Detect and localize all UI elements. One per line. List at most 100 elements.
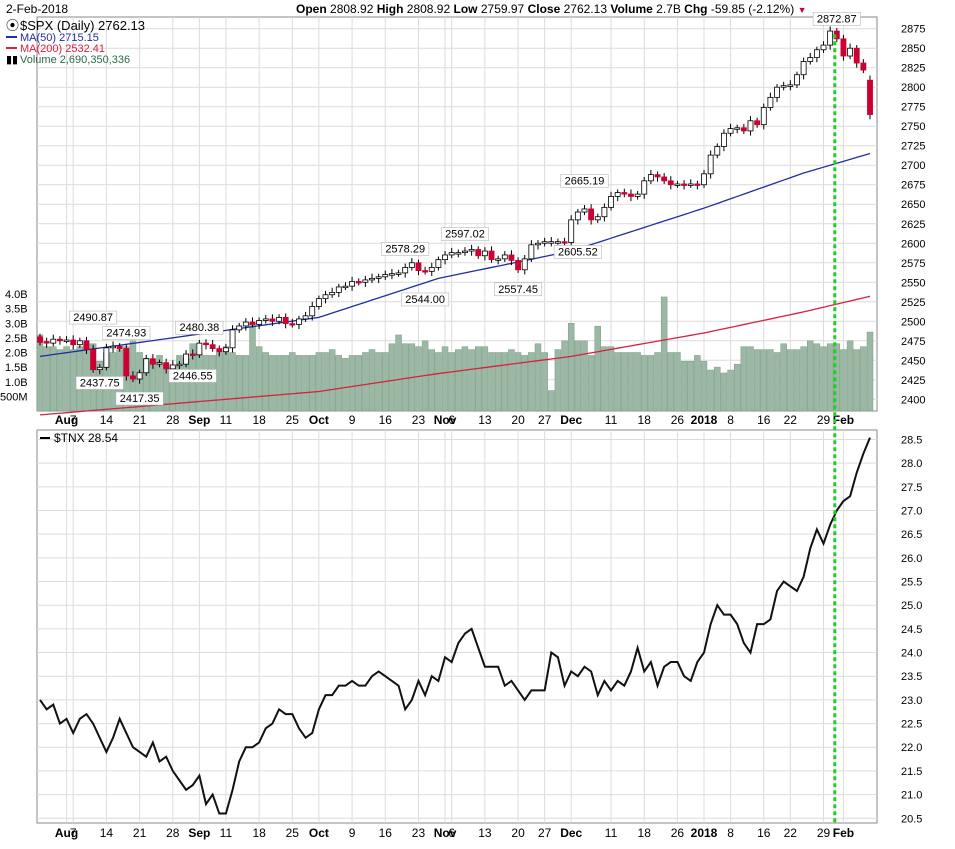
price-annotation: 2490.87 [73, 312, 113, 324]
candle-body [488, 250, 495, 261]
tnx-x-tick: Feb [833, 826, 854, 840]
price-annotation: 2578.29 [385, 243, 425, 255]
candle-body [614, 192, 621, 197]
tnx-tick: 22.5 [901, 719, 922, 731]
candle-body [289, 323, 296, 326]
spx-price-tick: 2525 [901, 297, 925, 309]
candle-body [455, 252, 462, 255]
tnx-x-tick: 11 [605, 826, 618, 840]
spx-x-tick: 9 [349, 413, 356, 427]
candle-body [628, 193, 634, 197]
candle-body [574, 211, 581, 221]
spx-x-tick: 18 [252, 413, 266, 427]
candle-body [694, 183, 701, 186]
open-value: 2808.92 [330, 2, 374, 16]
volume-bar [63, 346, 70, 412]
close-label: Close [527, 2, 561, 16]
volume-bar [441, 346, 449, 412]
spx-x-tick: Nov [434, 413, 457, 427]
high-label: High [376, 2, 404, 16]
price-annotation-box [553, 245, 602, 259]
tnx-x-tick: 18 [638, 826, 652, 840]
candle-body [568, 219, 575, 243]
tnx-x-tick: 18 [252, 826, 266, 840]
volume-bar [428, 349, 435, 412]
price-annotation-box [441, 227, 489, 241]
candle-body [475, 249, 482, 257]
spx-x-tick: 16 [757, 413, 771, 427]
spx-x-tick: 7 [70, 413, 77, 427]
volume-bar [594, 325, 601, 412]
volume-tick: 500M [0, 391, 28, 403]
spx-x-tick: 26 [671, 413, 685, 427]
tnx-x-tick: 20 [511, 826, 525, 840]
candle-body [242, 321, 249, 327]
candle-body [641, 180, 648, 195]
tnx-x-tick: 26 [671, 826, 685, 840]
spx-x-tick: 20 [511, 413, 525, 427]
candle-body [395, 272, 402, 275]
tnx-tick: 22.0 [901, 742, 922, 754]
spx-price-tick: 2800 [901, 82, 925, 94]
candle-body [548, 241, 555, 244]
candle-body [362, 279, 369, 283]
price-annotation: 2446.55 [173, 370, 213, 382]
volume-bar [202, 355, 210, 412]
candle-body [282, 316, 289, 325]
volume-bar [694, 355, 701, 412]
volume-bar [860, 346, 867, 412]
volume-bar [534, 343, 542, 412]
volume-bar [773, 352, 781, 412]
candle-body [495, 258, 502, 261]
spx-x-tick: Oct [309, 413, 329, 427]
candle-body [156, 362, 163, 365]
volume-bar [415, 346, 422, 412]
volume-bar [541, 352, 548, 412]
spx-x-tick: 6 [448, 413, 455, 427]
change-value: -59.85 (-2.12%) [710, 2, 795, 16]
tnx-x-tick: Sep [188, 826, 210, 840]
candle-body [76, 340, 83, 346]
chart-header: 2-Feb-2018 Open 2808.92 High 2808.92 Low… [0, 0, 955, 17]
candle-body [130, 375, 136, 380]
volume-bar [494, 352, 502, 412]
tnx-tick: 27.5 [901, 482, 922, 494]
candle-body [707, 154, 714, 175]
volume-bar [800, 346, 807, 412]
volume-bar [807, 340, 814, 412]
candle-body [720, 132, 727, 147]
candle-body [116, 345, 123, 349]
candle-body [63, 339, 70, 342]
candle-body [276, 316, 282, 322]
candle-body [827, 30, 834, 46]
volume-bar [295, 355, 303, 412]
tnx-tick: 25.5 [901, 577, 922, 589]
candle-body [402, 267, 409, 274]
spx-price-tick: 2425 [901, 375, 925, 387]
price-annotation: 2557.45 [498, 284, 538, 296]
candle-body [422, 270, 429, 273]
candle-body [103, 347, 110, 368]
candle-body [847, 47, 854, 57]
spx-x-tick: 2018 [691, 413, 718, 427]
candle-body [813, 49, 820, 58]
candle-body [329, 292, 336, 296]
candle-body [462, 250, 468, 254]
spx-price-tick: 2775 [901, 102, 925, 114]
candle-body [780, 85, 787, 88]
spx-x-tick: 22 [784, 413, 798, 427]
volume-icon: ▮▮ [6, 54, 18, 66]
candle-body [37, 336, 43, 343]
tnx-x-tick: 23 [412, 826, 426, 840]
volume-tick: 3.5B [5, 304, 28, 316]
candle-body [216, 348, 223, 353]
volume-bar [720, 372, 728, 412]
candle-body [634, 193, 641, 197]
spx-x-tick: 14 [100, 413, 114, 427]
tnx-x-tick: Dec [560, 826, 582, 840]
spx-x-tick: Dec [560, 413, 582, 427]
candle-body [535, 242, 541, 246]
spx-panel-frame [36, 16, 878, 412]
tnx-tick: 23.0 [901, 695, 922, 707]
